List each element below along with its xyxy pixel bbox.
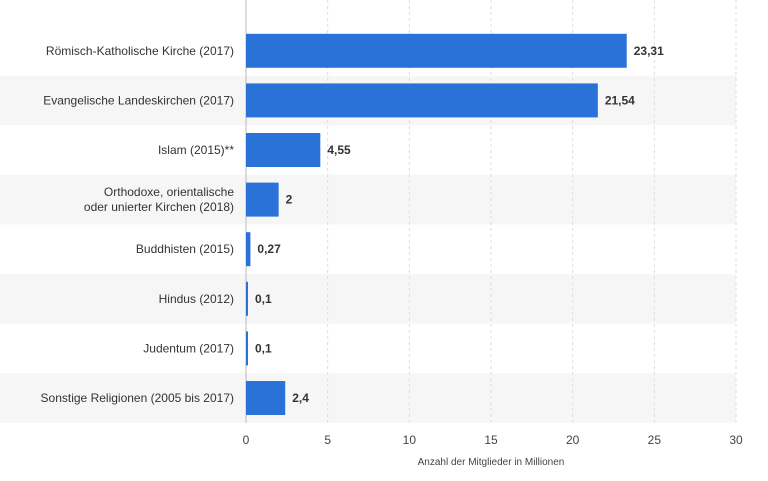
bar[interactable] bbox=[246, 182, 279, 217]
bar[interactable] bbox=[246, 381, 286, 415]
bar[interactable] bbox=[246, 331, 248, 366]
bar[interactable] bbox=[246, 83, 598, 118]
bar[interactable] bbox=[246, 281, 248, 316]
x-axis-ticks: 0 5 10 15 20 25 30 bbox=[243, 433, 743, 447]
x-tick-label: 5 bbox=[324, 433, 331, 447]
x-tick-label: 30 bbox=[729, 433, 743, 447]
row-band bbox=[0, 373, 736, 423]
category-label: Islam (2015)** bbox=[158, 143, 234, 157]
x-tick-label: 15 bbox=[484, 433, 498, 447]
category-label: Hindus (2012) bbox=[159, 292, 234, 306]
value-label: 0,27 bbox=[257, 242, 281, 256]
row-bands bbox=[0, 75, 736, 423]
category-label: Evangelische Landeskirchen (2017) bbox=[43, 93, 234, 107]
category-label: Orthodoxe, orientalische bbox=[104, 185, 234, 199]
value-labels: 23,31 21,54 4,55 2 0,27 0,1 0,1 2,4 bbox=[255, 44, 664, 405]
category-label: Buddhisten (2015) bbox=[136, 242, 234, 256]
category-label: Sonstige Religionen (2005 bis 2017) bbox=[41, 391, 234, 405]
bar[interactable] bbox=[246, 133, 321, 167]
value-label: 0,1 bbox=[255, 341, 272, 355]
value-label: 4,55 bbox=[327, 143, 351, 157]
x-tick-label: 10 bbox=[403, 433, 417, 447]
category-label: Judentum (2017) bbox=[143, 341, 234, 355]
x-axis-title: Anzahl der Mitglieder in Millionen bbox=[418, 457, 565, 468]
row-band bbox=[0, 174, 736, 225]
row-band bbox=[0, 274, 736, 324]
x-tick-label: 25 bbox=[648, 433, 662, 447]
bar[interactable] bbox=[246, 232, 251, 267]
category-labels: Römisch-Katholische Kirche (2017) Evangel… bbox=[41, 44, 235, 405]
category-label: Römisch-Katholische Kirche (2017) bbox=[46, 44, 234, 58]
value-label: 0,1 bbox=[255, 292, 272, 306]
value-label: 23,31 bbox=[634, 44, 664, 58]
value-label: 21,54 bbox=[605, 93, 635, 107]
value-label: 2,4 bbox=[292, 391, 309, 405]
category-label: oder unierter Kirchen (2018) bbox=[84, 200, 234, 214]
bar[interactable] bbox=[246, 33, 627, 68]
value-label: 2 bbox=[286, 193, 293, 207]
bars bbox=[246, 33, 627, 415]
x-tick-label: 0 bbox=[243, 433, 250, 447]
x-tick-label: 20 bbox=[566, 433, 580, 447]
